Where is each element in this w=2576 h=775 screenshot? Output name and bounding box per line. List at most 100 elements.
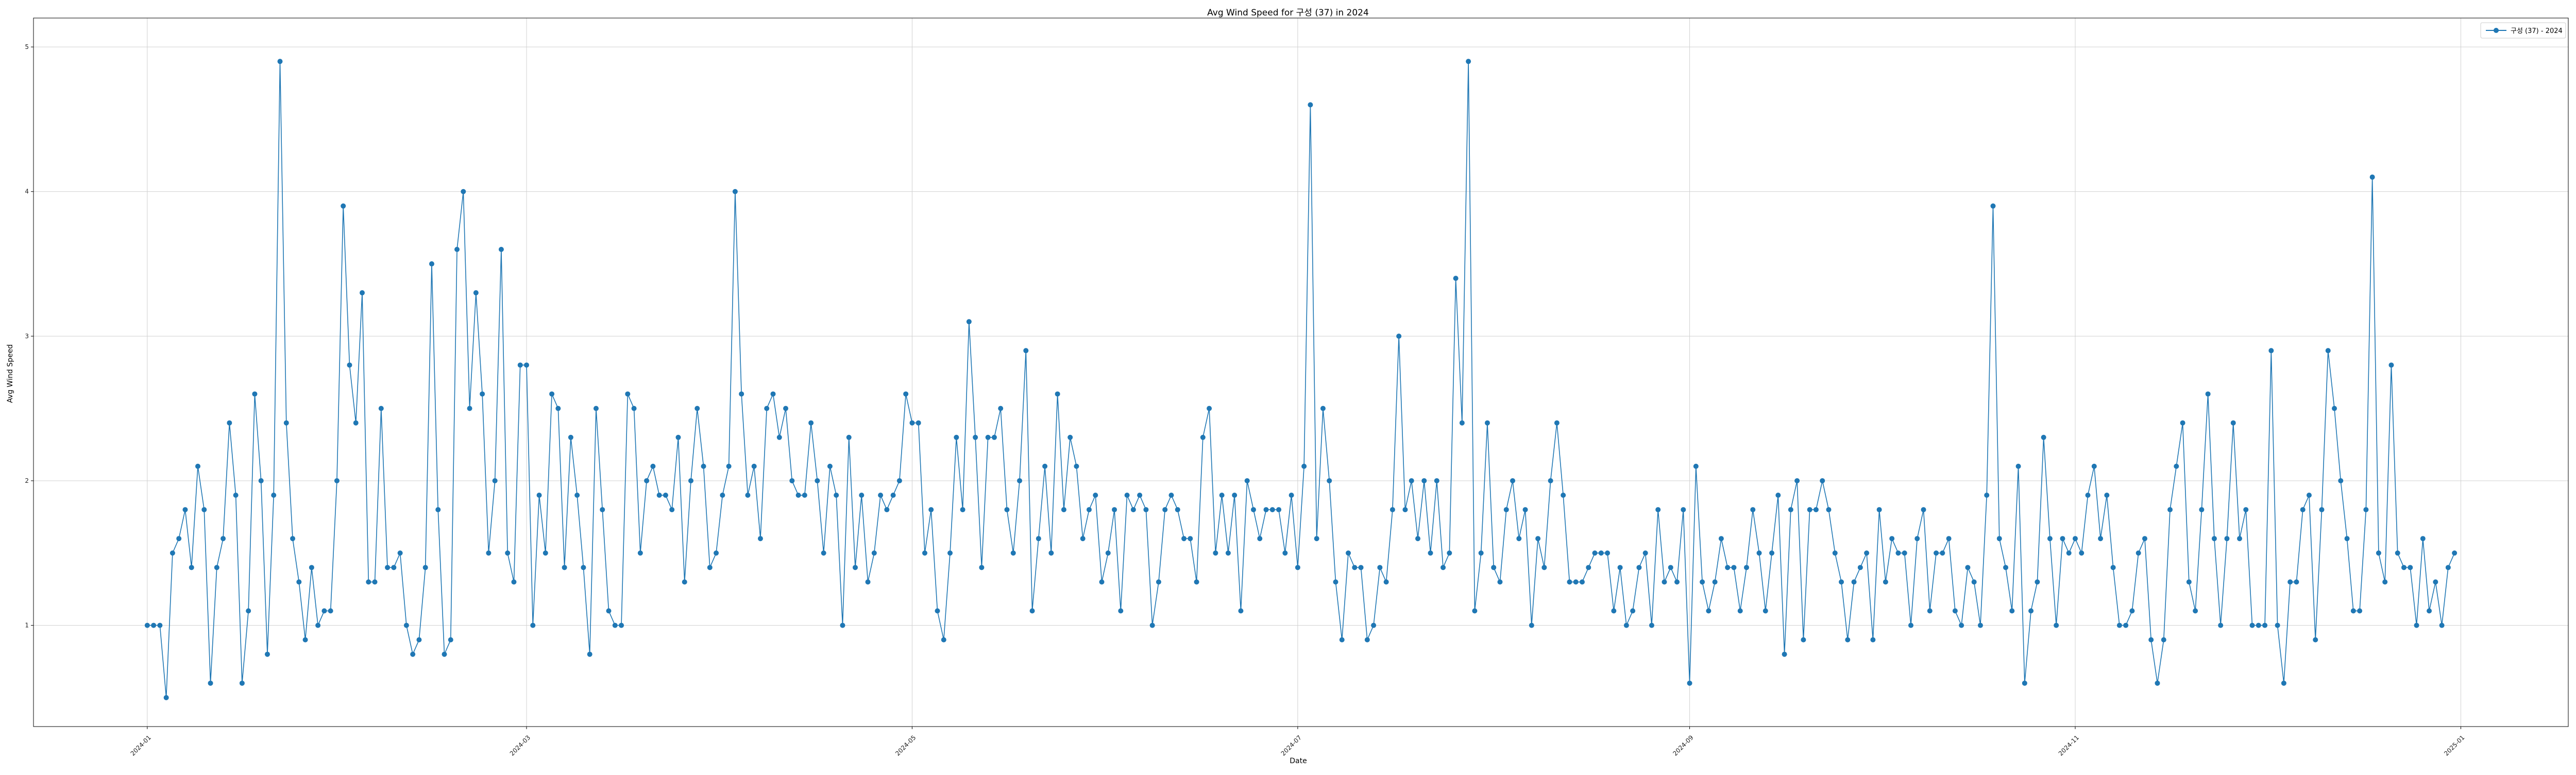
data-point: [1219, 493, 1225, 498]
data-point: [2287, 579, 2293, 585]
data-point: [1257, 536, 1263, 542]
data-point: [2445, 565, 2451, 570]
data-point: [2035, 579, 2040, 585]
data-point: [2028, 608, 2034, 614]
data-point: [543, 550, 548, 556]
data-point: [321, 608, 327, 614]
data-point: [1042, 463, 1048, 469]
data-point: [1535, 536, 1541, 542]
data-point: [821, 550, 826, 556]
data-point: [2091, 463, 2097, 469]
data-point: [1718, 536, 1724, 542]
data-point: [1712, 579, 1718, 585]
data-point: [1308, 102, 1313, 108]
data-point: [1674, 579, 1680, 585]
data-point: [606, 608, 612, 614]
data-point: [1269, 507, 1275, 513]
data-point: [1067, 434, 1073, 440]
data-point: [1004, 507, 1010, 513]
data-point: [2395, 550, 2400, 556]
data-point: [1162, 507, 1168, 513]
y-tick-label: 3: [25, 332, 29, 340]
data-point: [2015, 463, 2021, 469]
data-point: [347, 362, 352, 368]
data-point: [1346, 550, 1351, 556]
data-point: [360, 290, 365, 296]
data-point: [656, 493, 662, 498]
data-point: [1175, 507, 1180, 513]
data-point: [2142, 536, 2147, 542]
data-point: [1959, 622, 1964, 628]
data-point: [2193, 608, 2198, 614]
data-point: [416, 637, 422, 643]
data-point: [1996, 536, 2002, 542]
data-point: [505, 550, 511, 556]
data-point: [1061, 507, 1066, 513]
data-point: [745, 493, 751, 498]
data-point: [1554, 420, 1560, 426]
data-point: [517, 362, 523, 368]
data-point: [562, 565, 567, 570]
data-point: [1472, 608, 1478, 614]
data-point: [2357, 608, 2363, 614]
data-point: [1491, 565, 1497, 570]
data-point: [846, 434, 852, 440]
x-tick-label: 2025-01: [2443, 734, 2466, 757]
data-point: [473, 290, 479, 296]
data-point: [1377, 565, 1383, 570]
data-point: [1389, 507, 1395, 513]
data-point: [1352, 565, 1358, 570]
series-layer: [144, 59, 2458, 700]
data-point: [271, 493, 277, 498]
data-point: [252, 391, 258, 397]
data-point: [1244, 478, 1250, 483]
data-point: [714, 550, 719, 556]
data-point: [1105, 550, 1111, 556]
data-point: [1971, 579, 1977, 585]
data-point: [1250, 507, 1256, 513]
data-point: [536, 493, 542, 498]
data-point: [467, 406, 472, 411]
data-point: [998, 406, 1004, 411]
data-point: [201, 507, 207, 513]
x-axis-label: Date: [1290, 757, 1307, 765]
data-point: [1813, 507, 1819, 513]
data-point: [2294, 579, 2299, 585]
data-point: [568, 434, 573, 440]
data-point: [429, 261, 434, 267]
data-point: [1080, 536, 1086, 542]
data-point: [1561, 493, 1566, 498]
data-point: [751, 463, 757, 469]
data-point: [1371, 622, 1377, 628]
data-point: [2047, 536, 2053, 542]
data-point: [1579, 579, 1585, 585]
data-point: [587, 651, 592, 657]
data-point: [2161, 637, 2166, 643]
data-point: [726, 463, 732, 469]
data-point: [1428, 550, 1433, 556]
data-point: [1238, 608, 1244, 614]
data-point: [233, 493, 239, 498]
x-tick-label: 2024-09: [1671, 734, 1694, 757]
x-tick-label: 2024-01: [129, 734, 152, 757]
data-point: [1074, 463, 1079, 469]
data-point: [1655, 507, 1661, 513]
data-point: [1327, 478, 1332, 483]
data-point: [1668, 565, 1673, 570]
data-point: [770, 391, 776, 397]
data-point: [1573, 579, 1579, 585]
data-point: [1314, 536, 1319, 542]
data-point: [480, 391, 485, 397]
data-point: [2098, 536, 2104, 542]
chart-title: Avg Wind Speed for 구성 (37) in 2024: [1207, 8, 1369, 18]
data-point: [979, 565, 985, 570]
data-point: [619, 622, 624, 628]
data-point: [2066, 550, 2072, 556]
data-point: [448, 637, 453, 643]
data-point: [170, 550, 175, 556]
data-point: [2054, 622, 2059, 628]
data-point: [486, 550, 492, 556]
data-point: [549, 391, 555, 397]
data-point: [1333, 579, 1338, 585]
data-point: [2230, 420, 2236, 426]
